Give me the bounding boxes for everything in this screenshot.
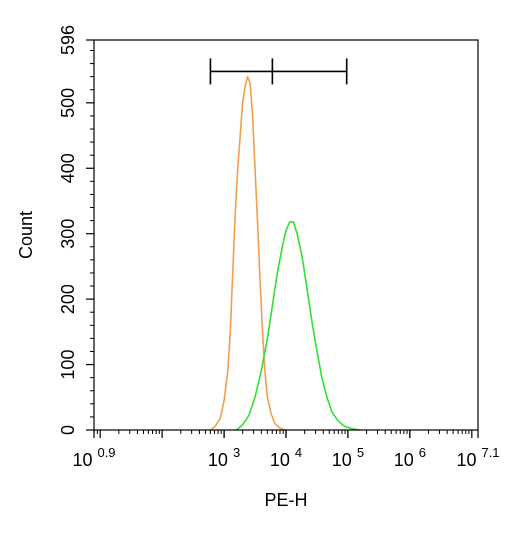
y-axis-ticks: 0 100 200 300 400 500 596 bbox=[58, 25, 94, 435]
x-tick-label: 10 7.1 bbox=[456, 445, 499, 470]
x-tick-label: 10 3 bbox=[208, 445, 240, 470]
x-axis-title: PE-H bbox=[264, 490, 307, 510]
y-tick-label: 400 bbox=[58, 153, 78, 183]
x-tick-label: 10 6 bbox=[394, 445, 426, 470]
plot-frame bbox=[93, 39, 479, 431]
y-tick-label: 500 bbox=[58, 88, 78, 118]
y-tick-label: 300 bbox=[58, 219, 78, 249]
gate-marker bbox=[209, 58, 348, 85]
histogram-series-1 bbox=[209, 75, 286, 431]
series-layer bbox=[209, 75, 361, 431]
y-tick-label: 200 bbox=[58, 284, 78, 314]
y-axis-title: Count bbox=[16, 211, 36, 259]
x-tick-label: 10 4 bbox=[270, 445, 302, 470]
y-tick-label: 100 bbox=[58, 350, 78, 380]
y-tick-label: 596 bbox=[58, 25, 78, 55]
histogram-series-2 bbox=[235, 221, 361, 431]
x-axis-ticks: 10 0.9 10 3 10 4 10 5 10 6 10 7.1 bbox=[72, 430, 500, 470]
x-tick-label: 10 5 bbox=[332, 445, 364, 470]
x-tick-label: 10 0.9 bbox=[72, 445, 115, 470]
y-tick-label: 0 bbox=[58, 425, 78, 435]
